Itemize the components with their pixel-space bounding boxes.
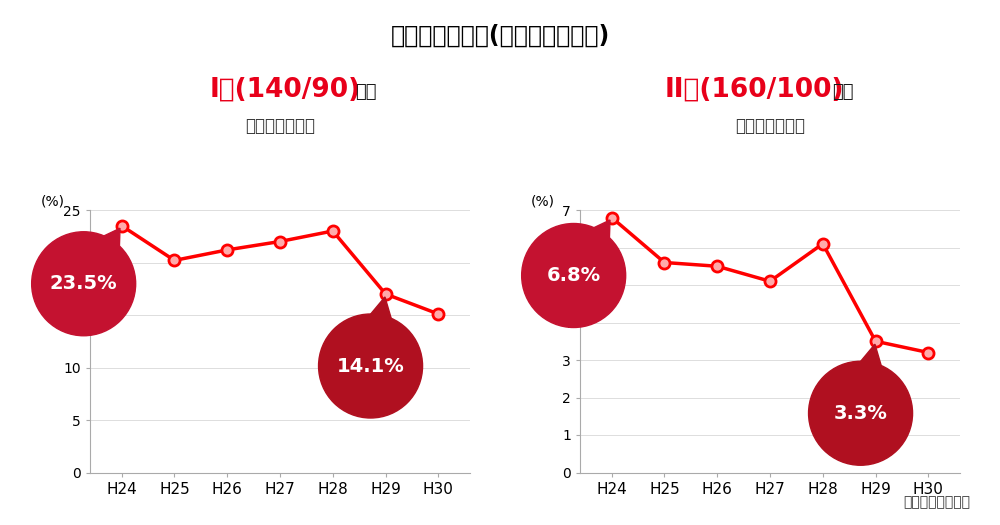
Text: 以上: 以上 xyxy=(832,83,854,101)
Text: (%): (%) xyxy=(531,194,555,208)
Circle shape xyxy=(522,224,626,328)
Text: （提供：下呂市）: （提供：下呂市） xyxy=(903,495,970,509)
Text: II度(160/100): II度(160/100) xyxy=(665,76,844,102)
Polygon shape xyxy=(850,344,886,381)
Text: I度(140/90): I度(140/90) xyxy=(210,76,361,102)
Text: 高血圧者の推移(下呂市特定検診): 高血圧者の推移(下呂市特定検診) xyxy=(390,24,610,48)
Circle shape xyxy=(32,232,136,336)
Text: 高血圧者の推移: 高血圧者の推移 xyxy=(245,117,315,135)
Polygon shape xyxy=(578,220,610,255)
Text: 高血圧者の推移: 高血圧者の推移 xyxy=(735,117,805,135)
Text: 以上: 以上 xyxy=(355,83,376,101)
Text: 23.5%: 23.5% xyxy=(50,274,117,293)
Text: 6.8%: 6.8% xyxy=(547,266,601,285)
Text: 3.3%: 3.3% xyxy=(834,404,887,423)
Circle shape xyxy=(319,314,423,418)
Text: (%): (%) xyxy=(41,194,65,208)
Polygon shape xyxy=(88,228,120,263)
Polygon shape xyxy=(360,297,396,334)
Text: 14.1%: 14.1% xyxy=(337,356,404,375)
Circle shape xyxy=(809,361,913,465)
